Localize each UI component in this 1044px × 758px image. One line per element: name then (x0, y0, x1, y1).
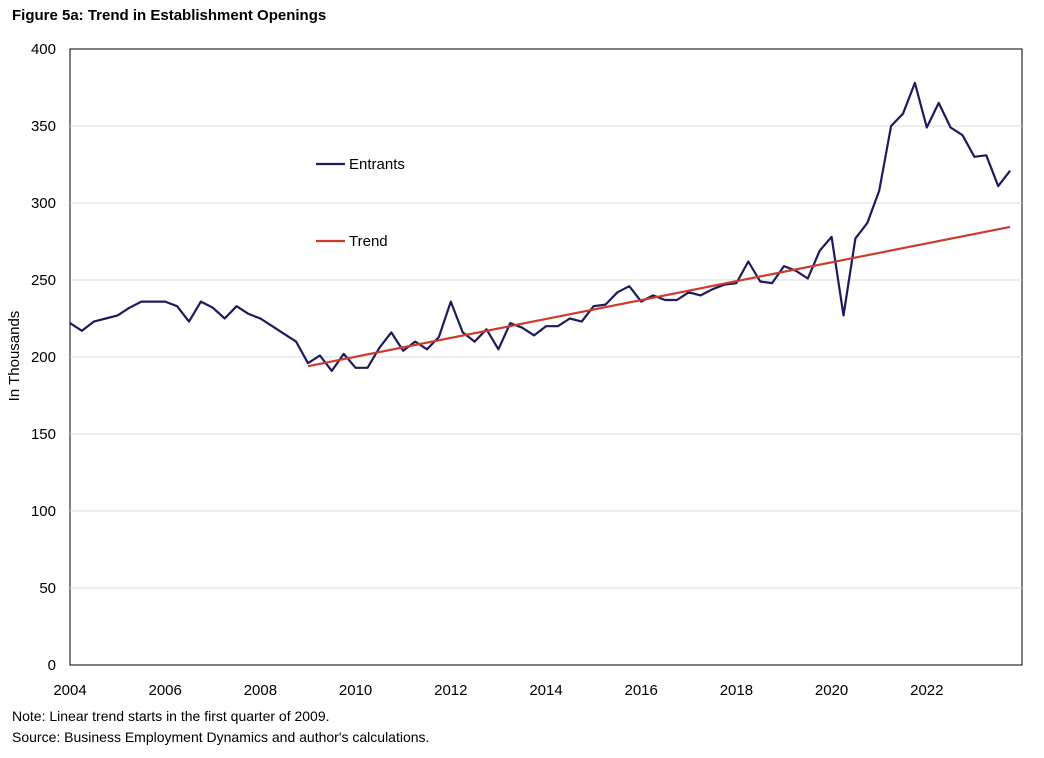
y-tick-label: 50 (39, 580, 56, 597)
x-tick-label: 2010 (339, 682, 372, 699)
legend: Entrants Trend (316, 156, 405, 250)
x-tick-label: 2020 (815, 682, 848, 699)
series-line-entrants (69, 81, 1011, 372)
x-tick-label: 2004 (53, 682, 86, 699)
legend-label-trend: Trend (349, 233, 388, 250)
x-tick-label: 2014 (529, 682, 562, 699)
source-note: Source: Business Employment Dynamics and… (12, 729, 430, 745)
y-tick-label: 150 (31, 426, 56, 443)
footnote: Note: Linear trend starts in the first q… (12, 708, 330, 724)
figure-title: Figure 5a: Trend in Establishment Openin… (12, 7, 327, 24)
series-line-trend (307, 225, 1011, 368)
y-tick-label: 0 (48, 657, 56, 674)
x-tick-label: 2008 (244, 682, 277, 699)
x-axis: 2004 2006 2008 2010 2012 2014 2016 2018 2020 2022 (53, 682, 943, 699)
series-layer (69, 81, 1011, 372)
gridlines (70, 125, 1022, 589)
y-tick-label: 300 (31, 195, 56, 212)
x-tick-label: 2018 (720, 682, 753, 699)
y-axis-title: In Thousands (6, 311, 23, 402)
x-tick-label: 2006 (149, 682, 182, 699)
x-tick-label: 2016 (625, 682, 658, 699)
x-tick-label: 2022 (910, 682, 943, 699)
legend-label-entrants: Entrants (349, 156, 405, 173)
y-tick-label: 200 (31, 349, 56, 366)
x-tick-label: 2012 (434, 682, 467, 699)
y-tick-label: 250 (31, 272, 56, 289)
y-tick-label: 400 (31, 41, 56, 58)
y-tick-label: 100 (31, 503, 56, 520)
y-axis: 0 50 100 150 200 250 300 350 400 (31, 41, 56, 674)
y-tick-label: 350 (31, 118, 56, 135)
